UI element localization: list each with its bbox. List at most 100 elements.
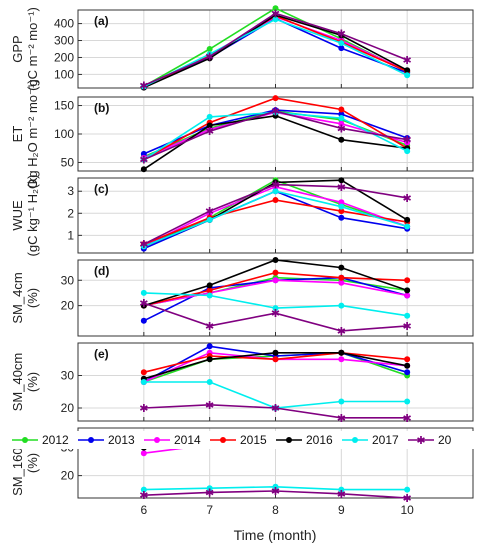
data-point: ✱ — [403, 193, 412, 205]
panel-label: (c) — [94, 182, 109, 196]
series-2016 — [140, 349, 411, 382]
y-axis-label-line: (%) — [25, 453, 40, 473]
data-point — [272, 269, 279, 276]
data-point: ✱ — [205, 126, 214, 138]
data-point — [338, 208, 345, 215]
x-tick-label: 10 — [400, 503, 414, 517]
data-point: ✱ — [139, 155, 148, 167]
data-point: ✱ — [139, 239, 148, 251]
legend-marker — [286, 437, 292, 443]
data-point — [338, 214, 345, 221]
y-axis-label-line: (%) — [25, 288, 40, 308]
panel-label: (e) — [94, 347, 109, 361]
data-point — [206, 122, 213, 129]
legend-marker — [352, 437, 358, 443]
y-axis-label-line: SM_4cm — [10, 272, 25, 323]
y-axis-label-line: GPP — [10, 35, 25, 62]
data-point — [140, 379, 147, 385]
data-point: ✱ — [337, 489, 346, 501]
y-tick-label: 30 — [61, 369, 75, 383]
series-2017 — [140, 16, 411, 90]
y-tick-label: 20 — [61, 469, 75, 483]
data-point — [338, 203, 345, 210]
legend-marker — [88, 437, 94, 443]
data-point — [404, 362, 411, 369]
data-point — [206, 379, 213, 385]
panel-a: 100 200 300 400 (a) GPP(gC m⁻² mo⁻¹) ✱ ✱ ✱ ✱ ✱ — [10, 5, 474, 92]
legend-box — [8, 431, 487, 449]
y-axis-label: SM_4cm(%) — [10, 272, 40, 323]
data-point — [338, 274, 345, 281]
x-tick-label: 6 — [140, 503, 147, 517]
x-axis: 6 7 8 9 10 — [140, 503, 414, 517]
x-tick-label: 7 — [206, 503, 213, 517]
panels: 100 200 300 400 (a) GPP(gC m⁻² mo⁻¹) ✱ ✱ ✱ ✱ ✱ 50 10… — [10, 5, 474, 505]
legend-entry-2015: 2015 — [210, 433, 267, 447]
data-point — [272, 483, 279, 490]
x-tick-label: 9 — [338, 503, 345, 517]
data-point — [338, 120, 345, 127]
data-point — [338, 398, 345, 405]
data-point — [404, 277, 411, 284]
legend-marker — [154, 437, 160, 443]
data-point — [404, 223, 411, 230]
legend: 2012 2013 2014 2015 2016 2017 ✱ 20 — [8, 431, 487, 449]
data-point — [140, 450, 147, 457]
data-point — [140, 317, 147, 324]
data-point: ✱ — [403, 55, 412, 67]
series-line — [143, 12, 408, 87]
data-point — [272, 277, 279, 284]
y-tick-label: 100 — [54, 67, 74, 81]
data-point — [272, 5, 279, 12]
legend-label: 20 — [438, 433, 452, 447]
data-point: ✱ — [271, 486, 280, 498]
data-point: ✱ — [337, 182, 346, 194]
data-point — [206, 292, 213, 299]
series-line — [143, 110, 408, 161]
series-20: ✱ ✱ ✱ ✱ ✱ — [139, 486, 412, 505]
data-point — [404, 216, 411, 223]
y-axis-label-line: WUE — [10, 200, 25, 231]
y-tick-label: 50 — [61, 155, 75, 169]
legend-label: 2015 — [240, 433, 267, 447]
data-point — [338, 486, 345, 493]
series-20: ✱ ✱ ✱ ✱ ✱ — [139, 8, 412, 92]
data-point — [206, 216, 213, 223]
data-point — [338, 279, 345, 286]
series-2017 — [140, 483, 411, 493]
y-axis-label-line: (gC m⁻² mo⁻¹) — [25, 7, 40, 91]
y-axis-label-line: SM_40cm — [10, 353, 25, 412]
series-20: ✱ ✱ ✱ ✱ ✱ — [139, 106, 412, 166]
legend-marker: ✱ — [416, 435, 425, 447]
data-point — [338, 115, 345, 122]
panel-b: 50 100 150 (b) ET(kg H₂O m⁻² mo⁻¹) ✱ ✱ ✱ ✱ ✱ — [10, 79, 474, 189]
legend-entry-2016: 2016 — [276, 433, 333, 447]
y-tick-label: 300 — [54, 34, 74, 48]
data-point: ✱ — [139, 490, 148, 502]
series-line — [143, 183, 408, 245]
data-point — [206, 282, 213, 289]
data-point — [272, 95, 279, 102]
data-point: ✱ — [271, 8, 280, 20]
data-point: ✱ — [337, 413, 346, 425]
data-point: ✱ — [139, 403, 148, 415]
data-point — [338, 302, 345, 309]
legend-entry-2017: 2017 — [342, 433, 399, 447]
data-point: ✱ — [337, 326, 346, 338]
data-point — [338, 106, 345, 113]
data-point — [140, 486, 147, 493]
legend-entry-2014: 2014 — [144, 433, 201, 447]
panel-label: (a) — [94, 14, 109, 28]
y-tick-label: 30 — [61, 273, 75, 287]
data-point: ✱ — [205, 206, 214, 218]
data-point — [338, 40, 345, 47]
data-point: ✱ — [271, 106, 280, 118]
series-line — [143, 403, 408, 419]
data-point — [404, 67, 411, 74]
data-point — [338, 349, 345, 356]
legend-entry-2012: 2012 — [12, 433, 69, 447]
data-point — [206, 287, 213, 294]
series-line — [143, 302, 408, 332]
y-axis-label-line: (gC kg⁻¹ H₂O) — [25, 175, 40, 257]
legend-label: 2013 — [108, 433, 135, 447]
